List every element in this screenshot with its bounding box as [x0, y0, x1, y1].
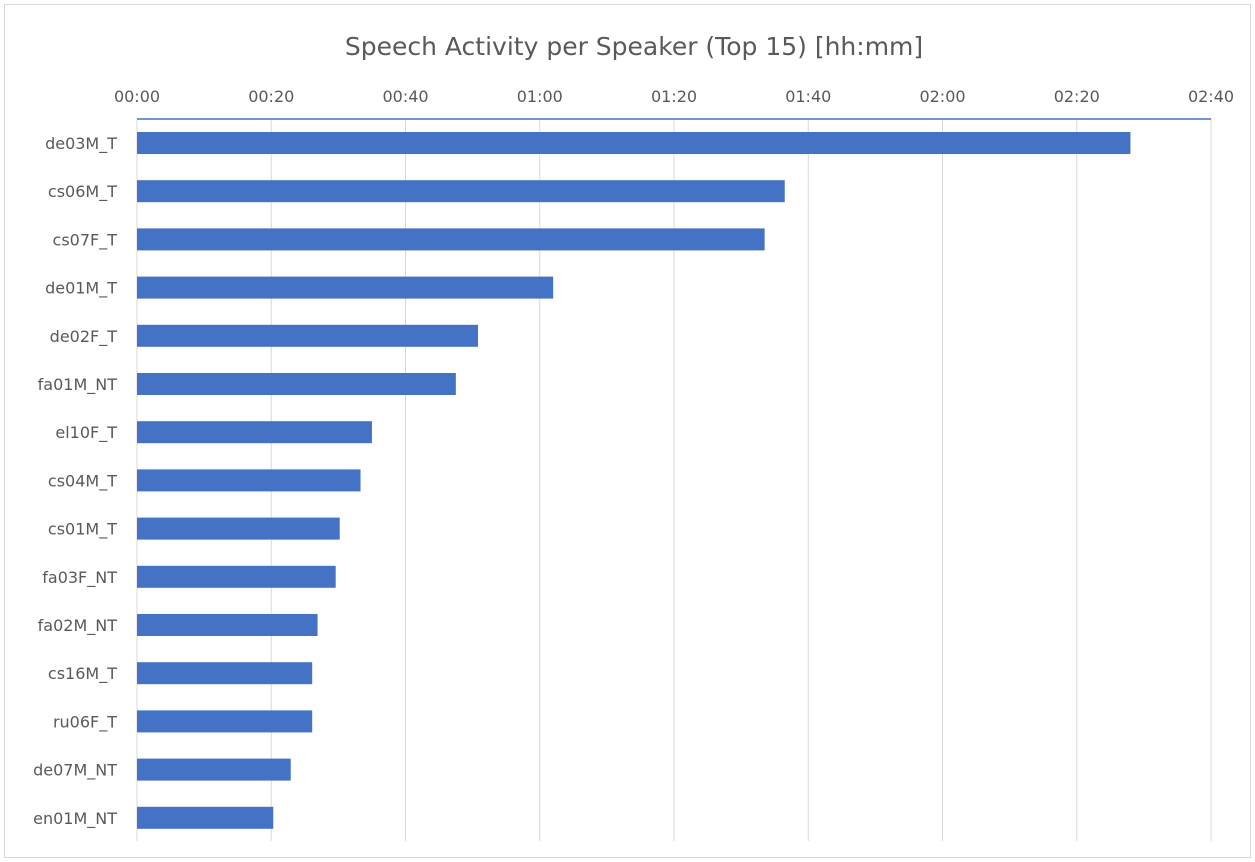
category-label: ru06F_T: [53, 712, 117, 732]
bar-de02F_T: [137, 324, 478, 347]
bar-cs06M_T: [137, 180, 785, 203]
chart-canvas: Speech Activity per Speaker (Top 15) [hh…: [33, 32, 1234, 841]
category-label: cs06M_T: [48, 182, 117, 202]
x-tick-label: 02:00: [919, 87, 965, 106]
bar-cs04M_T: [137, 469, 361, 492]
y-axis-category-labels: de03M_T cs06M_T cs07F_T de01M_T de02F_T fa01M…: [33, 134, 117, 829]
bar-en01M_NT: [137, 806, 274, 829]
x-tick-label: 01:40: [785, 87, 831, 106]
category-label: el10F_T: [55, 423, 117, 443]
category-label: cs01M_T: [48, 520, 117, 540]
x-tick-label: 02:40: [1188, 87, 1234, 106]
category-label: fa03F_NT: [42, 568, 117, 588]
category-label: de01M_T: [45, 279, 117, 299]
x-tick-label: 02:20: [1054, 87, 1100, 106]
bar-fa01M_NT: [137, 373, 456, 395]
bar-fa03F_NT: [137, 565, 336, 588]
x-axis: 00:00 00:20 00:40 01:00 01:20 01:40 02:00 02:20…: [114, 87, 1234, 120]
x-tick-label: 00:40: [382, 87, 428, 106]
category-label: fa02M_NT: [38, 616, 118, 636]
category-label: de03M_T: [45, 134, 117, 154]
bar-de07M_NT: [137, 758, 291, 781]
category-label: cs07F_T: [53, 230, 118, 250]
bar-fa02M_NT: [137, 614, 318, 636]
category-label: fa01M_NT: [38, 375, 118, 395]
bar-ru06F_T: [137, 710, 313, 733]
chart-title: Speech Activity per Speaker (Top 15) [hh…: [345, 32, 923, 61]
category-label: cs16M_T: [48, 664, 117, 684]
x-tick-label: 01:00: [517, 87, 563, 106]
bar-cs16M_T: [137, 662, 313, 685]
bar-cs01M_T: [137, 517, 340, 540]
category-label: en01M_NT: [33, 809, 117, 829]
bar-de03M_T: [137, 132, 1131, 154]
bar-el10F_T: [137, 421, 372, 444]
chart-frame: Speech Activity per Speaker (Top 15) [hh…: [4, 4, 1251, 858]
bar-cs07F_T: [137, 228, 765, 251]
category-label: de07M_NT: [33, 761, 117, 781]
category-label: de02F_T: [50, 327, 118, 347]
bars: [137, 132, 1131, 829]
category-label: cs04M_T: [48, 471, 117, 491]
x-tick-label: 01:20: [651, 87, 697, 106]
bar-de01M_T: [137, 276, 554, 299]
x-tick-label: 00:20: [248, 87, 294, 106]
x-tick-label: 00:00: [114, 87, 160, 106]
